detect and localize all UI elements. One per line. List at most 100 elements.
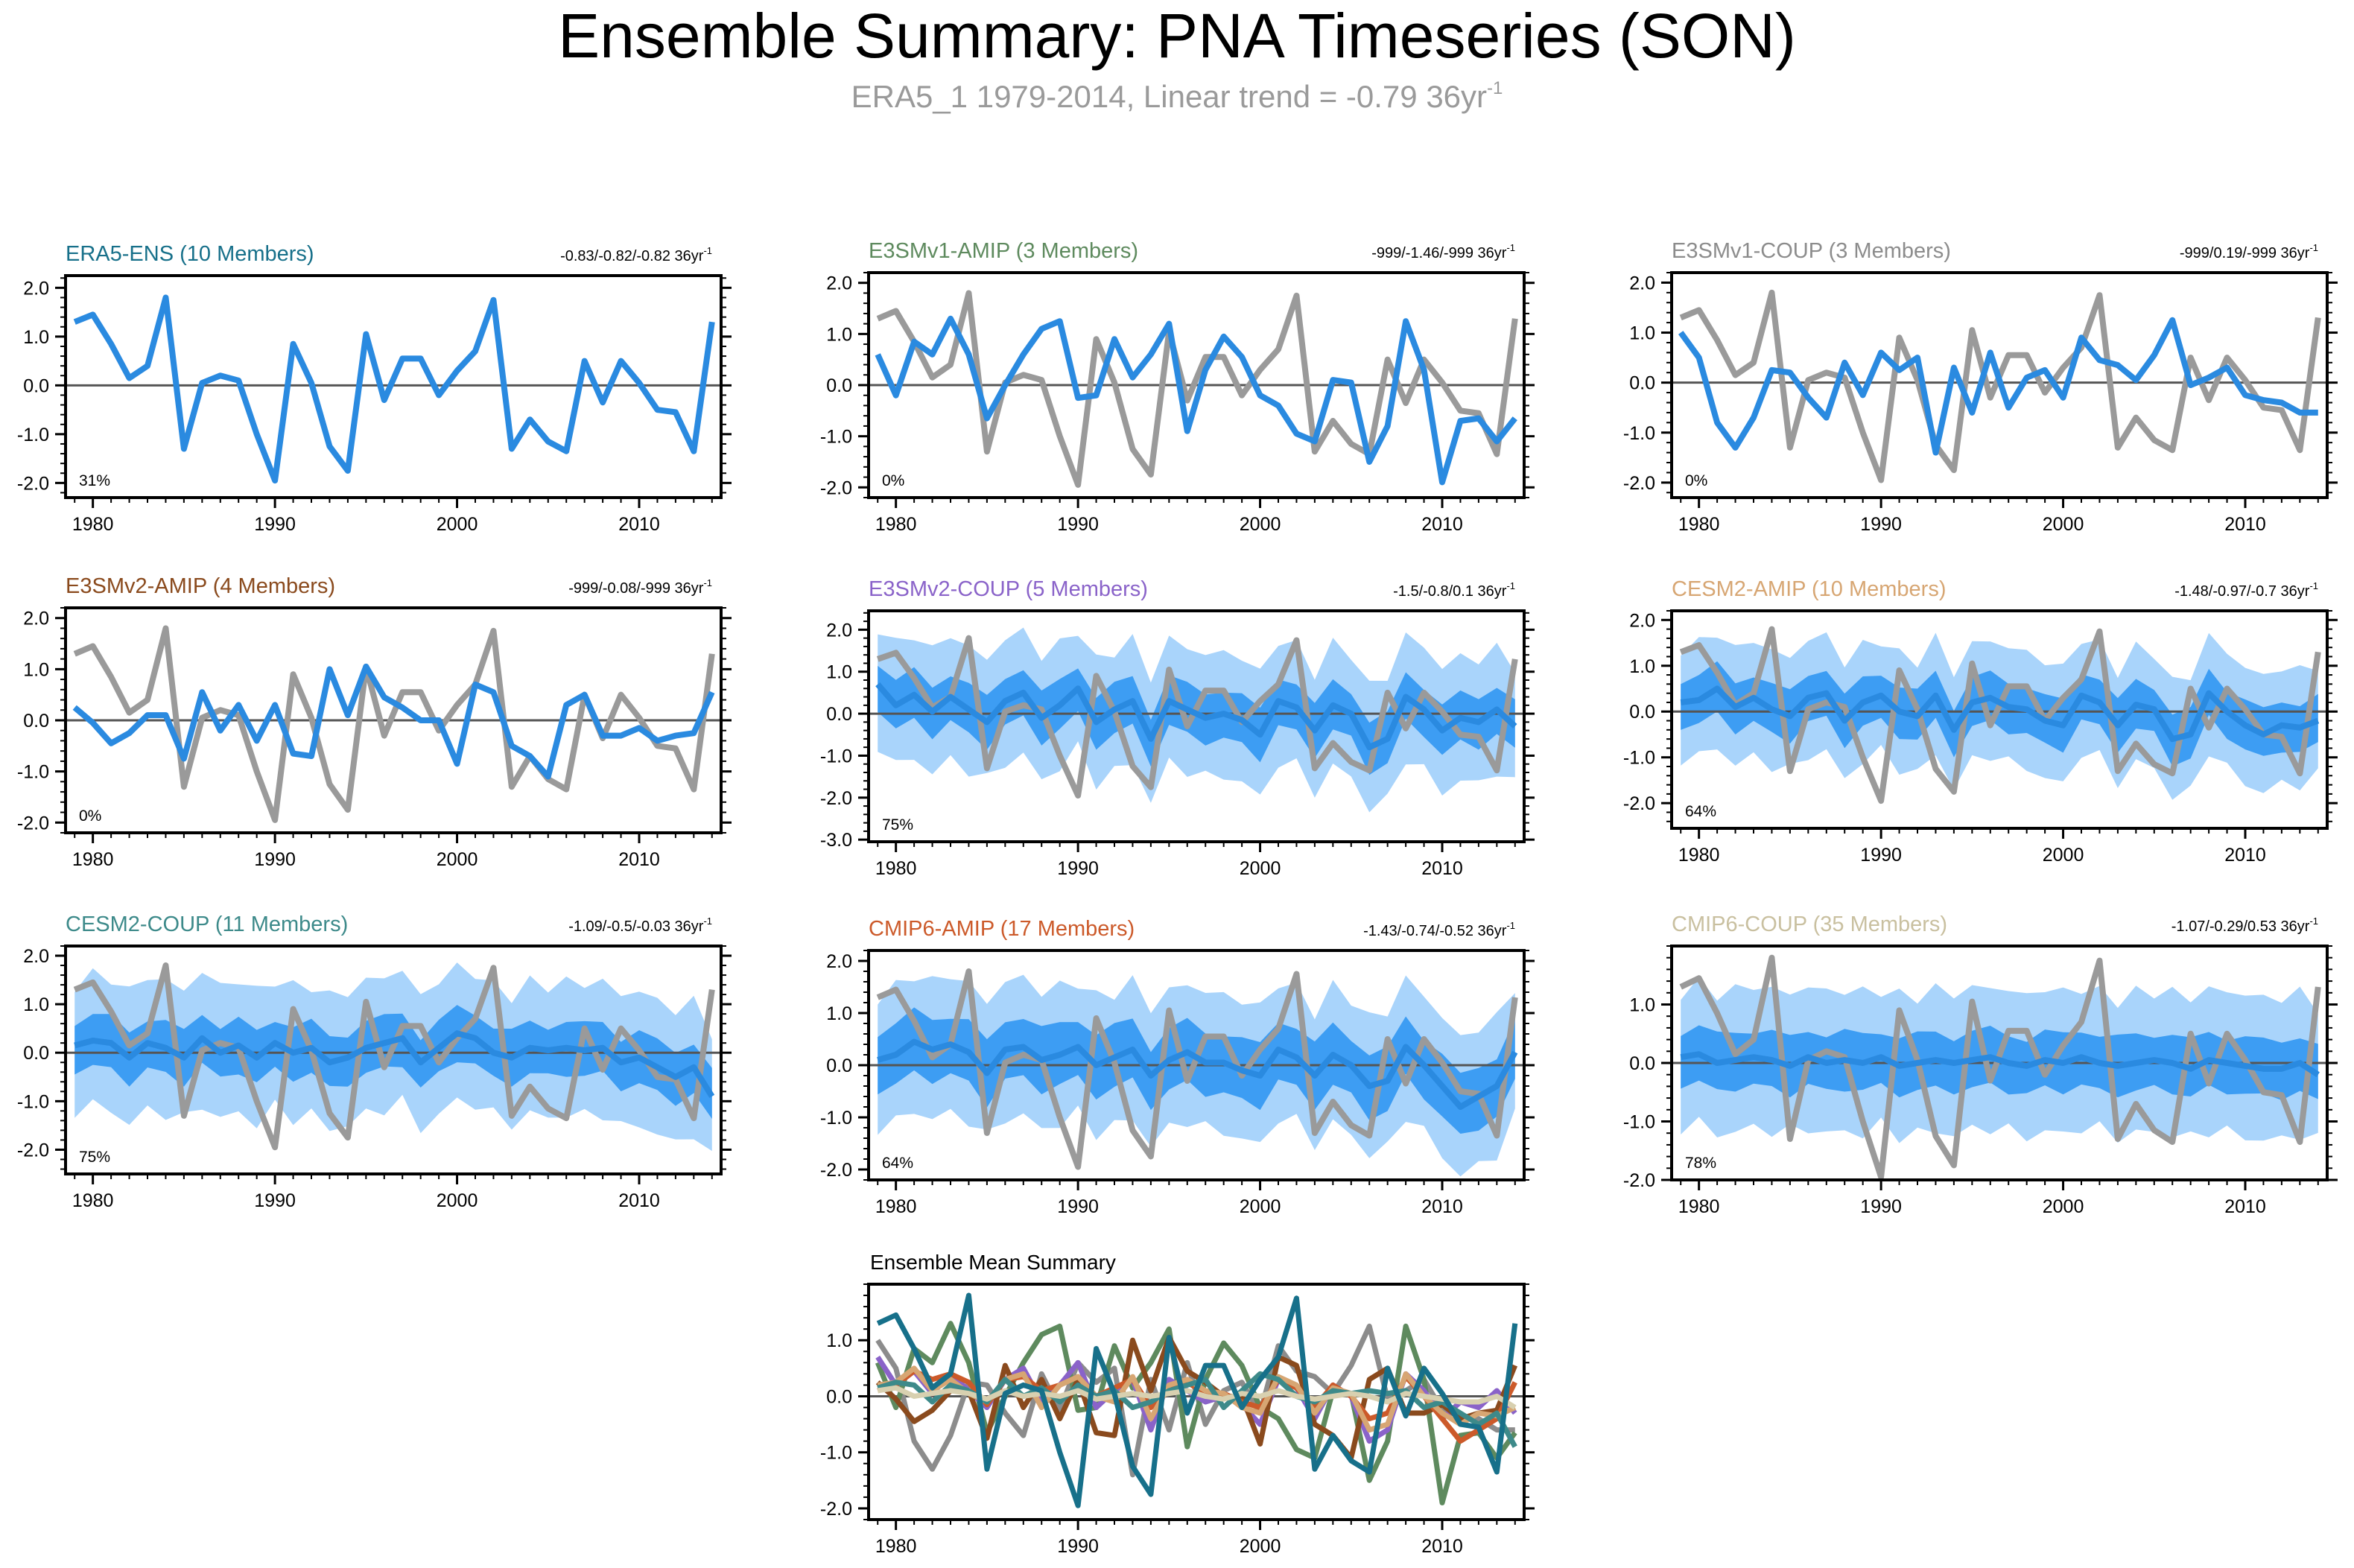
x-tick-label: 2000: [437, 849, 478, 870]
y-tick-label: -1.0: [820, 1443, 852, 1464]
panel-title: CMIP6-COUP (35 Members): [1672, 912, 1947, 936]
panel-cmip6-coup-35-members: -2.0 -1.0 0.0 1.0 1980 1990 2000 2010 CMIP6-COUP…: [1623, 912, 2338, 1217]
x-tick-label: 1980: [72, 849, 114, 870]
plot-area: [1672, 626, 2327, 804]
observed-era5-line: [1679, 626, 2321, 804]
trend-values: -0.83/-0.82/-0.82 36yr: [560, 248, 704, 264]
panel-cesm2-amip-10-members: -2.0 -1.0 0.0 1.0 2.0 1980 1990 2000 2010 CESM2-A…: [1623, 577, 2338, 866]
inner-spread-band: [74, 1005, 712, 1120]
y-tick-label: -1.0: [17, 1091, 49, 1112]
x-tick-label: 1990: [1057, 858, 1099, 879]
trend-unit-sup: -1: [703, 577, 712, 588]
y-tick-label: 0.0: [1629, 1053, 1655, 1074]
x-tick-label: 1980: [875, 1196, 917, 1217]
trend-label: -0.83/-0.82/-0.82 36yr-1: [560, 245, 712, 264]
x-tick-label: 1980: [1678, 514, 1720, 535]
y-tick-label: 2.0: [826, 273, 852, 294]
panel-e3smv2-amip-4-members: -2.0 -1.0 0.0 1.0 2.0 1980 1990 2000 2010 E3SMv2-…: [17, 574, 732, 870]
x-tick-label: 2010: [2224, 514, 2266, 535]
plot-area: [66, 625, 721, 823]
percentile-label: 0%: [1685, 472, 1707, 489]
trend-values: -999/-1.46/-999 36yr: [1371, 245, 1507, 261]
series-line-e3smv2-amip-mean: [72, 663, 715, 780]
plot-area: [1672, 954, 2327, 1180]
y-tick-label: -2.0: [1623, 1170, 1655, 1191]
percentile-label: 75%: [882, 816, 913, 834]
percentile-label: 0%: [79, 807, 101, 825]
y-tick-label: -2.0: [1623, 473, 1655, 494]
y-tick-label: -2.0: [820, 788, 852, 809]
plot-area: [869, 290, 1524, 488]
x-tick-label: 2000: [2043, 845, 2084, 866]
y-tick-label: 1.0: [23, 327, 49, 348]
trend-values: -999/0.19/-999 36yr: [2180, 245, 2310, 261]
x-tick-label: 2000: [437, 514, 478, 535]
x-tick-label: 1990: [1860, 1196, 1902, 1217]
panel-cesm2-coup-11-members: -2.0 -1.0 0.0 1.0 2.0 1980 1990 2000 2010 CESM2-C…: [17, 912, 732, 1211]
figure-title: Ensemble Summary: PNA Timeseries (SON): [558, 1, 1796, 71]
trend-unit-sup: -1: [2309, 242, 2318, 253]
x-tick-label: 2010: [618, 849, 660, 870]
y-tick-label: 0.0: [23, 1043, 49, 1064]
percentile-label: 75%: [79, 1149, 110, 1166]
plot-frame: [1670, 609, 2329, 830]
x-tick-label: 1990: [1860, 845, 1902, 866]
x-tick-label: 2010: [2224, 1196, 2266, 1217]
panel-title: E3SMv1-AMIP (3 Members): [869, 239, 1138, 263]
panel-title: E3SMv2-AMIP (4 Members): [66, 574, 335, 598]
plot-frame: [1670, 271, 2329, 499]
trend-values: -1.5/-0.8/0.1 36yr: [1393, 583, 1507, 600]
y-tick-label: -2.0: [1623, 793, 1655, 814]
y-tick-label: 2.0: [1629, 610, 1655, 631]
plot-area: [66, 962, 721, 1152]
y-tick-label: 0.0: [826, 704, 852, 725]
y-tick-label: 1.0: [23, 659, 49, 680]
y-tick-label: 2.0: [23, 278, 49, 299]
trend-label: -999/0.19/-999 36yr-1: [2180, 242, 2318, 261]
y-tick-label: 0.0: [1629, 702, 1655, 723]
y-tick-label: -2.0: [17, 473, 49, 494]
y-tick-label: 1.0: [23, 994, 49, 1015]
y-tick-label: 0.0: [23, 375, 49, 396]
x-tick-label: 1980: [875, 1536, 917, 1557]
x-tick-label: 2000: [2043, 514, 2084, 535]
panel-era5-ens-10-members: -2.0 -1.0 0.0 1.0 2.0 1980 1990 2000 2010 ERA5-EN…: [17, 242, 732, 535]
observed-era5-line: [1679, 954, 2321, 1180]
y-tick-label: 1.0: [826, 662, 852, 683]
trend-label: -1.48/-0.97/-0.7 36yr-1: [2174, 580, 2318, 600]
x-tick-label: 2000: [1240, 514, 1281, 535]
y-tick-label: -1.0: [820, 1108, 852, 1129]
series-line-era5-ens-mean: [73, 294, 715, 484]
y-tick-label: 0.0: [1629, 373, 1655, 394]
percentile-label: 0%: [882, 472, 904, 489]
x-tick-label: 2010: [1421, 514, 1463, 535]
panel-title: CMIP6-AMIP (17 Members): [869, 917, 1135, 941]
trend-label: -1.5/-0.8/0.1 36yr-1: [1393, 580, 1515, 600]
trend-unit-sup: -1: [2309, 915, 2318, 927]
y-tick-label: 0.0: [826, 1056, 852, 1076]
y-tick-label: 1.0: [826, 1003, 852, 1024]
percentile-label: 31%: [79, 472, 110, 489]
y-tick-label: -1.0: [820, 427, 852, 448]
x-tick-label: 1990: [254, 1190, 296, 1211]
plot-area: [869, 627, 1524, 813]
inner-spread-band: [878, 665, 1515, 775]
x-tick-label: 2000: [1240, 1536, 1281, 1557]
x-tick-label: 2010: [1421, 858, 1463, 879]
trend-values: -1.43/-0.74/-0.52 36yr: [1363, 923, 1507, 939]
percentile-label: 64%: [882, 1155, 913, 1172]
y-tick-label: -1.0: [1623, 748, 1655, 769]
series-line-e3smv2-coup-mean: [875, 682, 1517, 751]
trend-values: -999/-0.08/-999 36yr: [568, 580, 704, 597]
y-tick-label: 1.0: [1629, 995, 1655, 1016]
plot-frame: [64, 274, 723, 499]
series-line-cmip6-coup-mean: [1680, 1051, 2320, 1078]
series-line-cmip6-amip-mean: [877, 1038, 1518, 1110]
y-tick-label: 1.0: [1629, 656, 1655, 677]
inner-spread-band: [1681, 661, 2318, 766]
x-tick-label: 2010: [1421, 1196, 1463, 1217]
subtitle-superscript: -1: [1487, 78, 1503, 98]
y-tick-label: 0.0: [826, 375, 852, 396]
y-tick-label: -1.0: [820, 746, 852, 766]
